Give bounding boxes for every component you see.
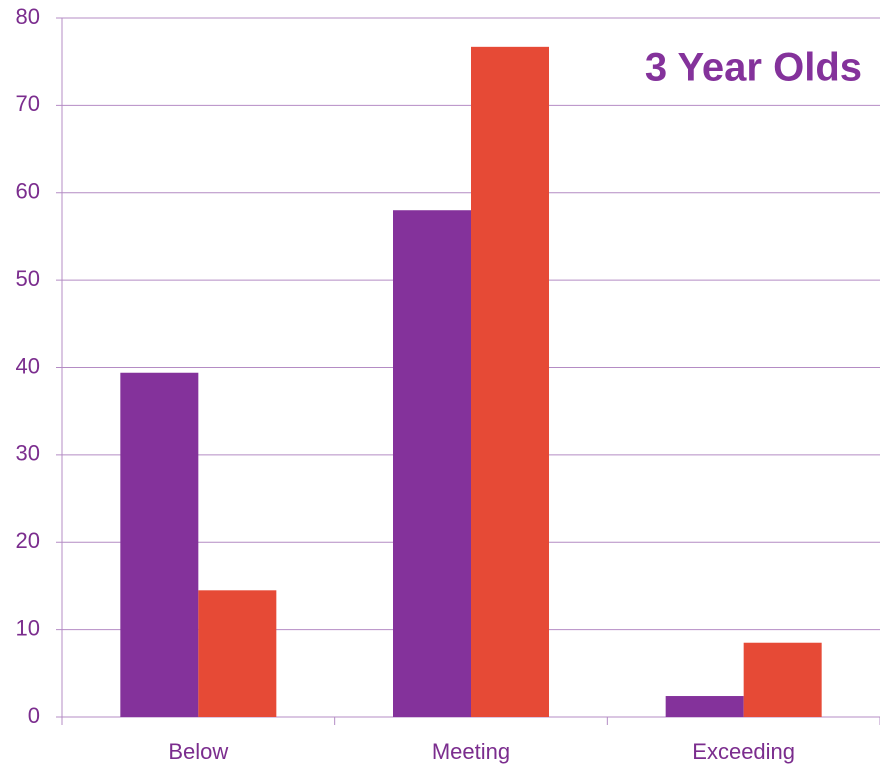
bar [665,696,744,717]
y-tick-label: 70 [16,91,40,116]
bar [198,590,277,717]
bar [393,210,471,717]
bar [120,372,199,717]
x-tick-label: Exceeding [692,739,795,764]
x-tick-label: Below [168,739,228,764]
x-tick-label: Meeting [432,739,510,764]
bar [743,642,822,717]
chart-title: 3 Year Olds [645,46,862,90]
bar [471,46,549,718]
y-tick-label: 30 [16,441,40,466]
y-tick-label: 20 [16,528,40,553]
y-tick-label: 10 [16,615,40,640]
y-tick-label: 80 [16,4,40,29]
y-tick-label: 0 [28,703,40,728]
y-tick-label: 50 [16,266,40,291]
y-tick-label: 60 [16,179,40,204]
y-tick-label: 40 [16,353,40,378]
